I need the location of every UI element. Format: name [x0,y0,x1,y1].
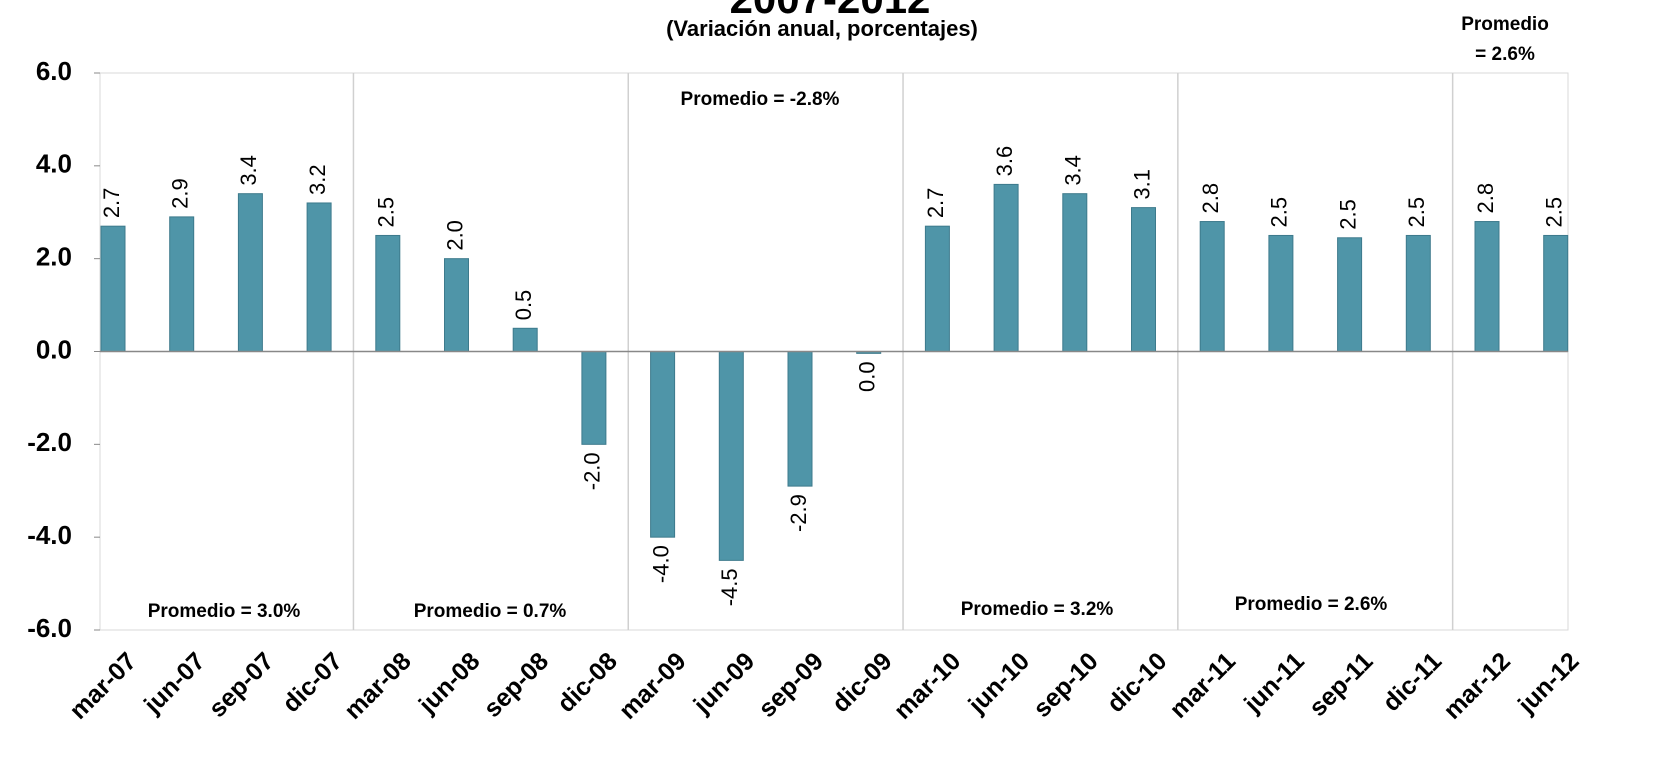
chart-subtitle: (Variación anual, porcentajes) [666,16,978,41]
bar [993,183,1019,352]
x-tick-label: jun-12 [1512,647,1585,720]
bar [1199,221,1225,352]
bar [169,216,195,352]
value-label: 2.7 [923,188,948,219]
bar [650,351,676,538]
bar [1268,234,1294,352]
y-tick-label: -2.0 [27,427,72,457]
value-label: 3.4 [236,155,261,186]
annotation: Promedio = -2.8% [681,89,840,110]
bar [718,351,744,561]
bar [100,225,126,352]
value-label: 2.8 [1473,183,1498,214]
annotation: = 2.6% [1475,44,1535,65]
x-tick-label: dic-08 [552,647,623,718]
x-tick-label: mar-07 [64,647,142,725]
bar [512,327,538,352]
bar [306,202,332,352]
value-label: 2.5 [1542,197,1567,228]
x-tick-label: mar-11 [1164,647,1241,724]
y-tick-label: 4.0 [36,149,72,179]
x-tick-label: mar-09 [614,647,692,725]
value-label: 0.0 [855,361,880,392]
x-tick-label: mar-08 [339,647,417,725]
x-tick-label: sep-09 [753,647,829,723]
bar [1474,221,1500,352]
value-label: -4.5 [717,568,742,606]
value-label: 2.7 [99,188,124,219]
value-label: -2.0 [580,452,605,490]
value-label: 2.5 [1404,197,1429,228]
value-label: 2.8 [1198,183,1223,214]
bar [1337,237,1363,352]
y-tick-label: -4.0 [27,520,72,550]
x-tick-label: jun-09 [688,647,761,720]
value-label: 3.1 [1129,169,1154,200]
bar [581,351,607,445]
x-tick-label: jun-08 [413,647,486,720]
y-tick-label: 2.0 [36,242,72,272]
value-label: 2.5 [1335,199,1360,230]
value-label: 2.5 [1267,197,1292,228]
bar [375,234,401,352]
x-tick-label: dic-09 [827,647,898,718]
value-label: 2.9 [168,178,193,209]
value-label: 0.5 [511,290,536,321]
x-tick-label: mar-12 [1438,647,1516,725]
y-tick-label: 6.0 [36,56,72,86]
value-label: -4.0 [648,545,673,583]
x-tick-label: dic-07 [277,647,348,718]
x-tick-label: sep-07 [204,647,280,723]
bar [924,225,950,352]
x-tick-label: dic-10 [1102,647,1173,718]
bar [787,351,813,487]
bar [1405,234,1431,352]
value-label: 2.0 [442,220,467,251]
value-label: 3.4 [1061,155,1086,186]
value-label: 3.2 [305,164,330,195]
annotation: Promedio = 2.6% [1235,594,1388,615]
value-label: 2.5 [374,197,399,228]
x-tick-label: sep-10 [1028,647,1104,723]
value-label: 3.6 [992,146,1017,177]
annotation: Promedio = 3.0% [148,601,301,622]
bar [1131,207,1156,352]
x-tick-label: dic-11 [1377,647,1447,717]
bar [1062,193,1088,352]
annotation: Promedio = 3.2% [961,599,1114,620]
bar [1543,234,1569,352]
x-tick-label: mar-10 [889,647,967,725]
x-tick-label: jun-07 [138,647,211,720]
value-label: -2.9 [786,494,811,532]
bar [444,258,469,352]
x-tick-label: sep-08 [478,647,554,723]
chart-title: 2007-2012 [730,0,931,22]
y-tick-label: -6.0 [27,613,72,643]
bar [237,193,263,352]
x-tick-label: jun-10 [962,647,1035,720]
x-tick-label: sep-11 [1304,647,1379,722]
x-tick-label: jun-11 [1238,647,1310,719]
annotation: Promedio = 0.7% [414,601,567,622]
y-tick-label: 0.0 [36,334,72,364]
annotation: Promedio [1461,14,1549,35]
